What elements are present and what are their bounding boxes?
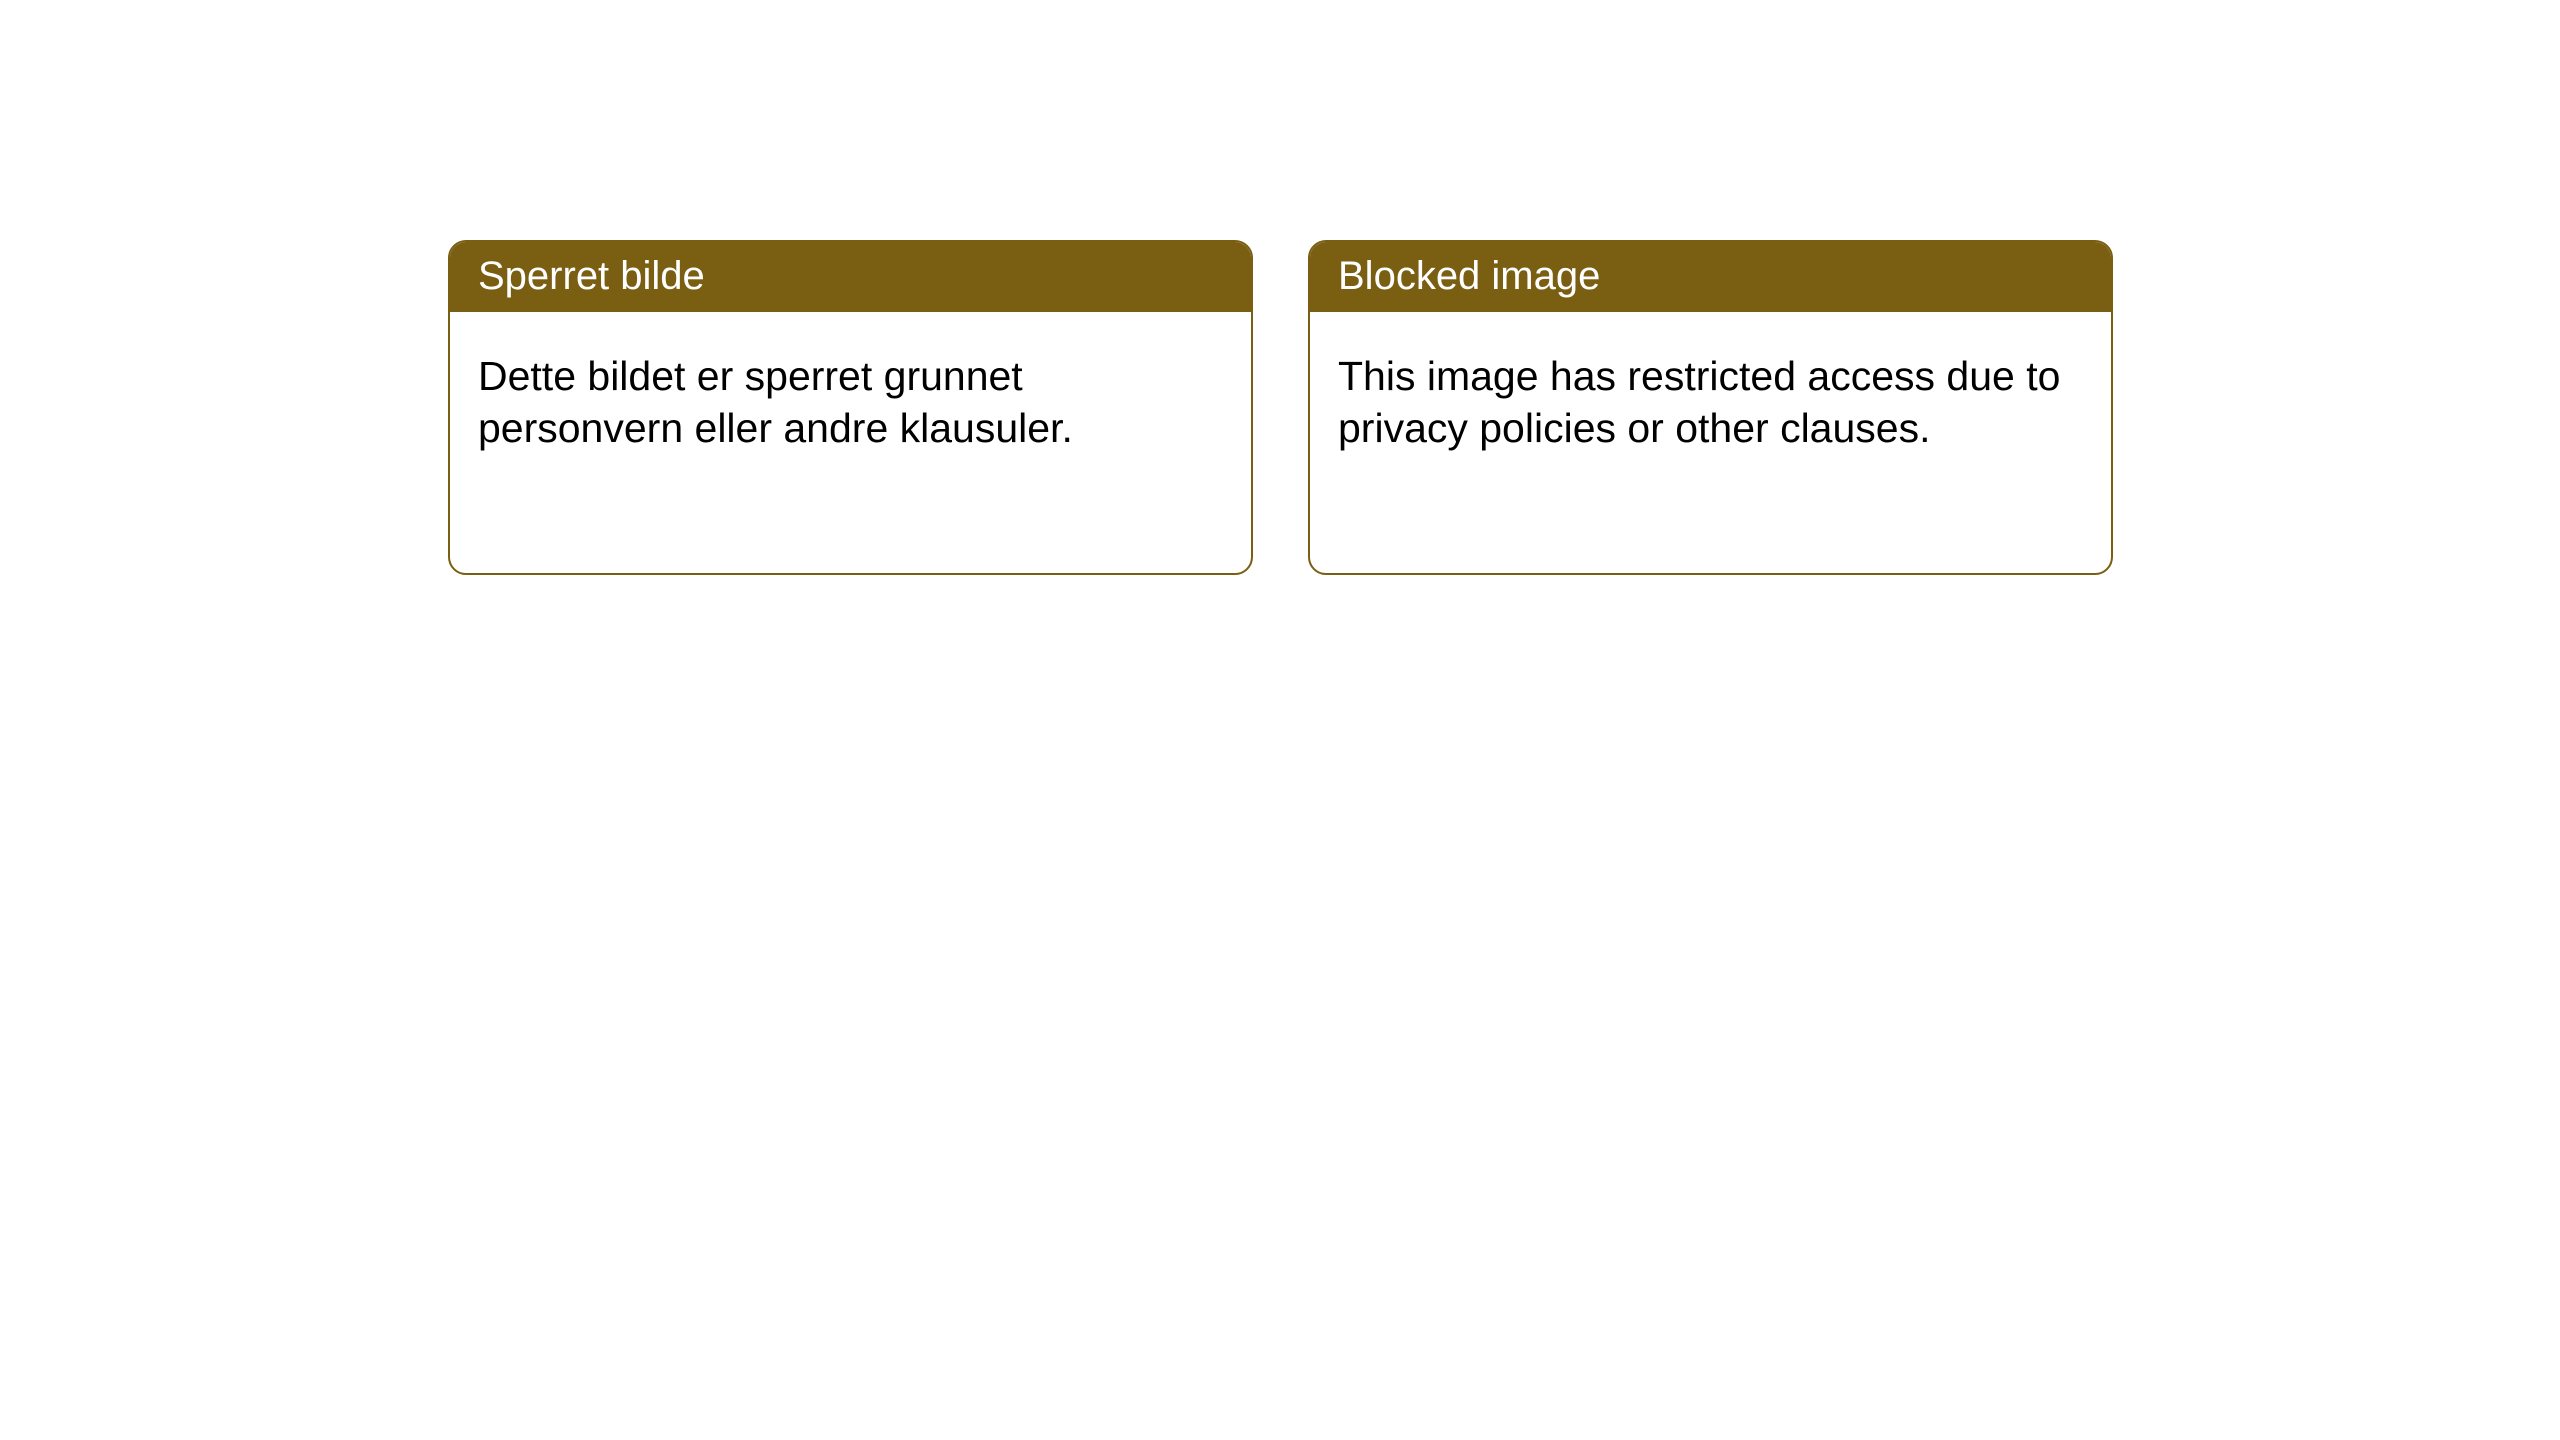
card-body: This image has restricted access due to … [1310, 312, 2111, 482]
notice-card-english: Blocked image This image has restricted … [1308, 240, 2113, 575]
card-header: Sperret bilde [450, 242, 1251, 312]
card-body-text: Dette bildet er sperret grunnet personve… [478, 353, 1073, 451]
card-title: Sperret bilde [478, 254, 705, 298]
card-body: Dette bildet er sperret grunnet personve… [450, 312, 1251, 482]
notice-card-norwegian: Sperret bilde Dette bildet er sperret gr… [448, 240, 1253, 575]
card-header: Blocked image [1310, 242, 2111, 312]
card-title: Blocked image [1338, 254, 1600, 298]
card-body-text: This image has restricted access due to … [1338, 353, 2060, 451]
notice-container: Sperret bilde Dette bildet er sperret gr… [0, 0, 2560, 575]
